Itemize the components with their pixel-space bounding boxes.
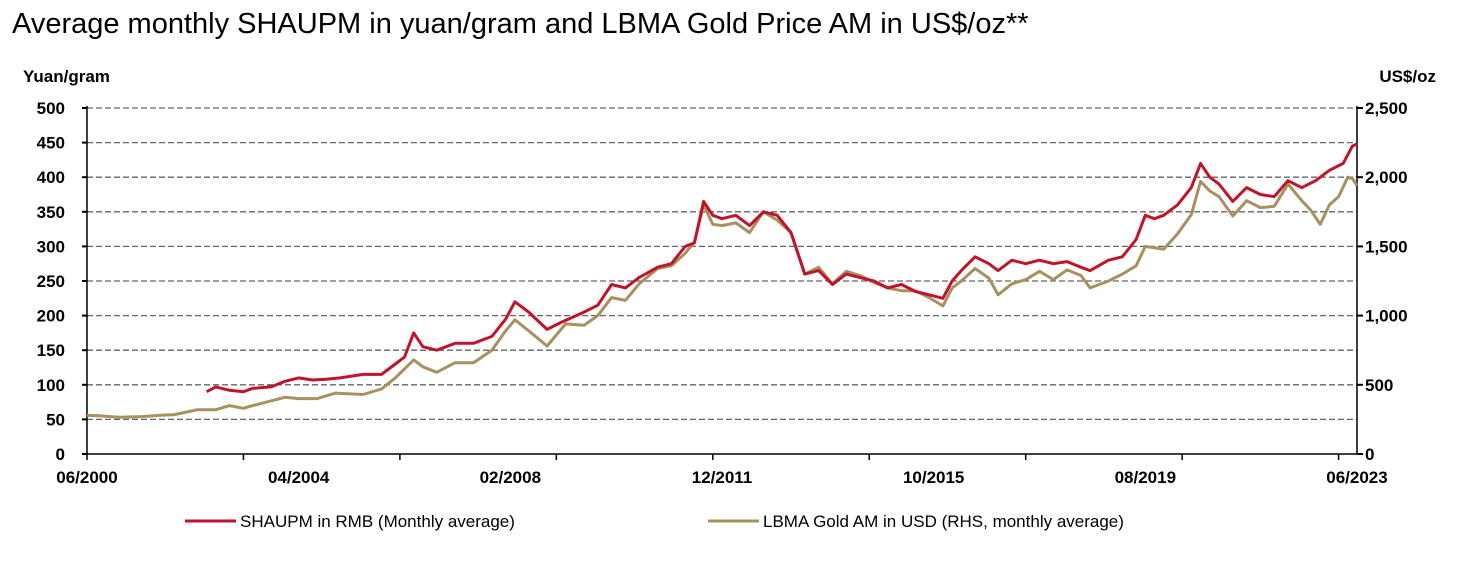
y-tick-label-left: 50 — [46, 410, 65, 429]
y-tick-label-left: 500 — [37, 99, 65, 118]
y-tick-label-left: 200 — [37, 307, 65, 326]
y-tick-label-right: 500 — [1365, 376, 1393, 395]
y-axis-label-left: Yuan/gram — [23, 67, 110, 86]
y-tick-label-right: 1,500 — [1365, 237, 1408, 256]
legend-label: SHAUPM in RMB (Monthly average) — [240, 512, 515, 531]
y-tick-label-right: 2,500 — [1365, 99, 1408, 118]
x-tick-label: 08/2019 — [1115, 468, 1176, 487]
y-tick-label-left: 100 — [37, 376, 65, 395]
y-tick-label-right: 2,000 — [1365, 168, 1408, 187]
chart-title: Average monthly SHAUPM in yuan/gram and … — [12, 8, 1029, 40]
x-tick-label: 06/2000 — [56, 468, 117, 487]
y-tick-label-left: 350 — [37, 203, 65, 222]
y-tick-label-left: 300 — [37, 237, 65, 256]
series-line-shaupm — [205, 142, 1358, 394]
y-tick-label-left: 400 — [37, 168, 65, 187]
y-tick-label-left: 250 — [37, 272, 65, 291]
y-tick-label-left: 450 — [37, 134, 65, 153]
y-tick-label-right: 0 — [1365, 445, 1374, 464]
y-tick-label-left: 0 — [56, 445, 65, 464]
y-tick-label-right: 1,000 — [1365, 307, 1408, 326]
x-tick-label: 10/2015 — [903, 468, 964, 487]
x-tick-label: 02/2008 — [480, 468, 541, 487]
x-tick-label: 04/2004 — [268, 468, 330, 487]
x-tick-label: 06/2023 — [1326, 468, 1387, 487]
legend-label: LBMA Gold AM in USD (RHS, monthly averag… — [763, 512, 1124, 531]
x-tick-label: 12/2011 — [692, 468, 753, 487]
y-axis-label-right: US$/oz — [1379, 67, 1436, 86]
y-tick-label-left: 150 — [37, 341, 65, 360]
